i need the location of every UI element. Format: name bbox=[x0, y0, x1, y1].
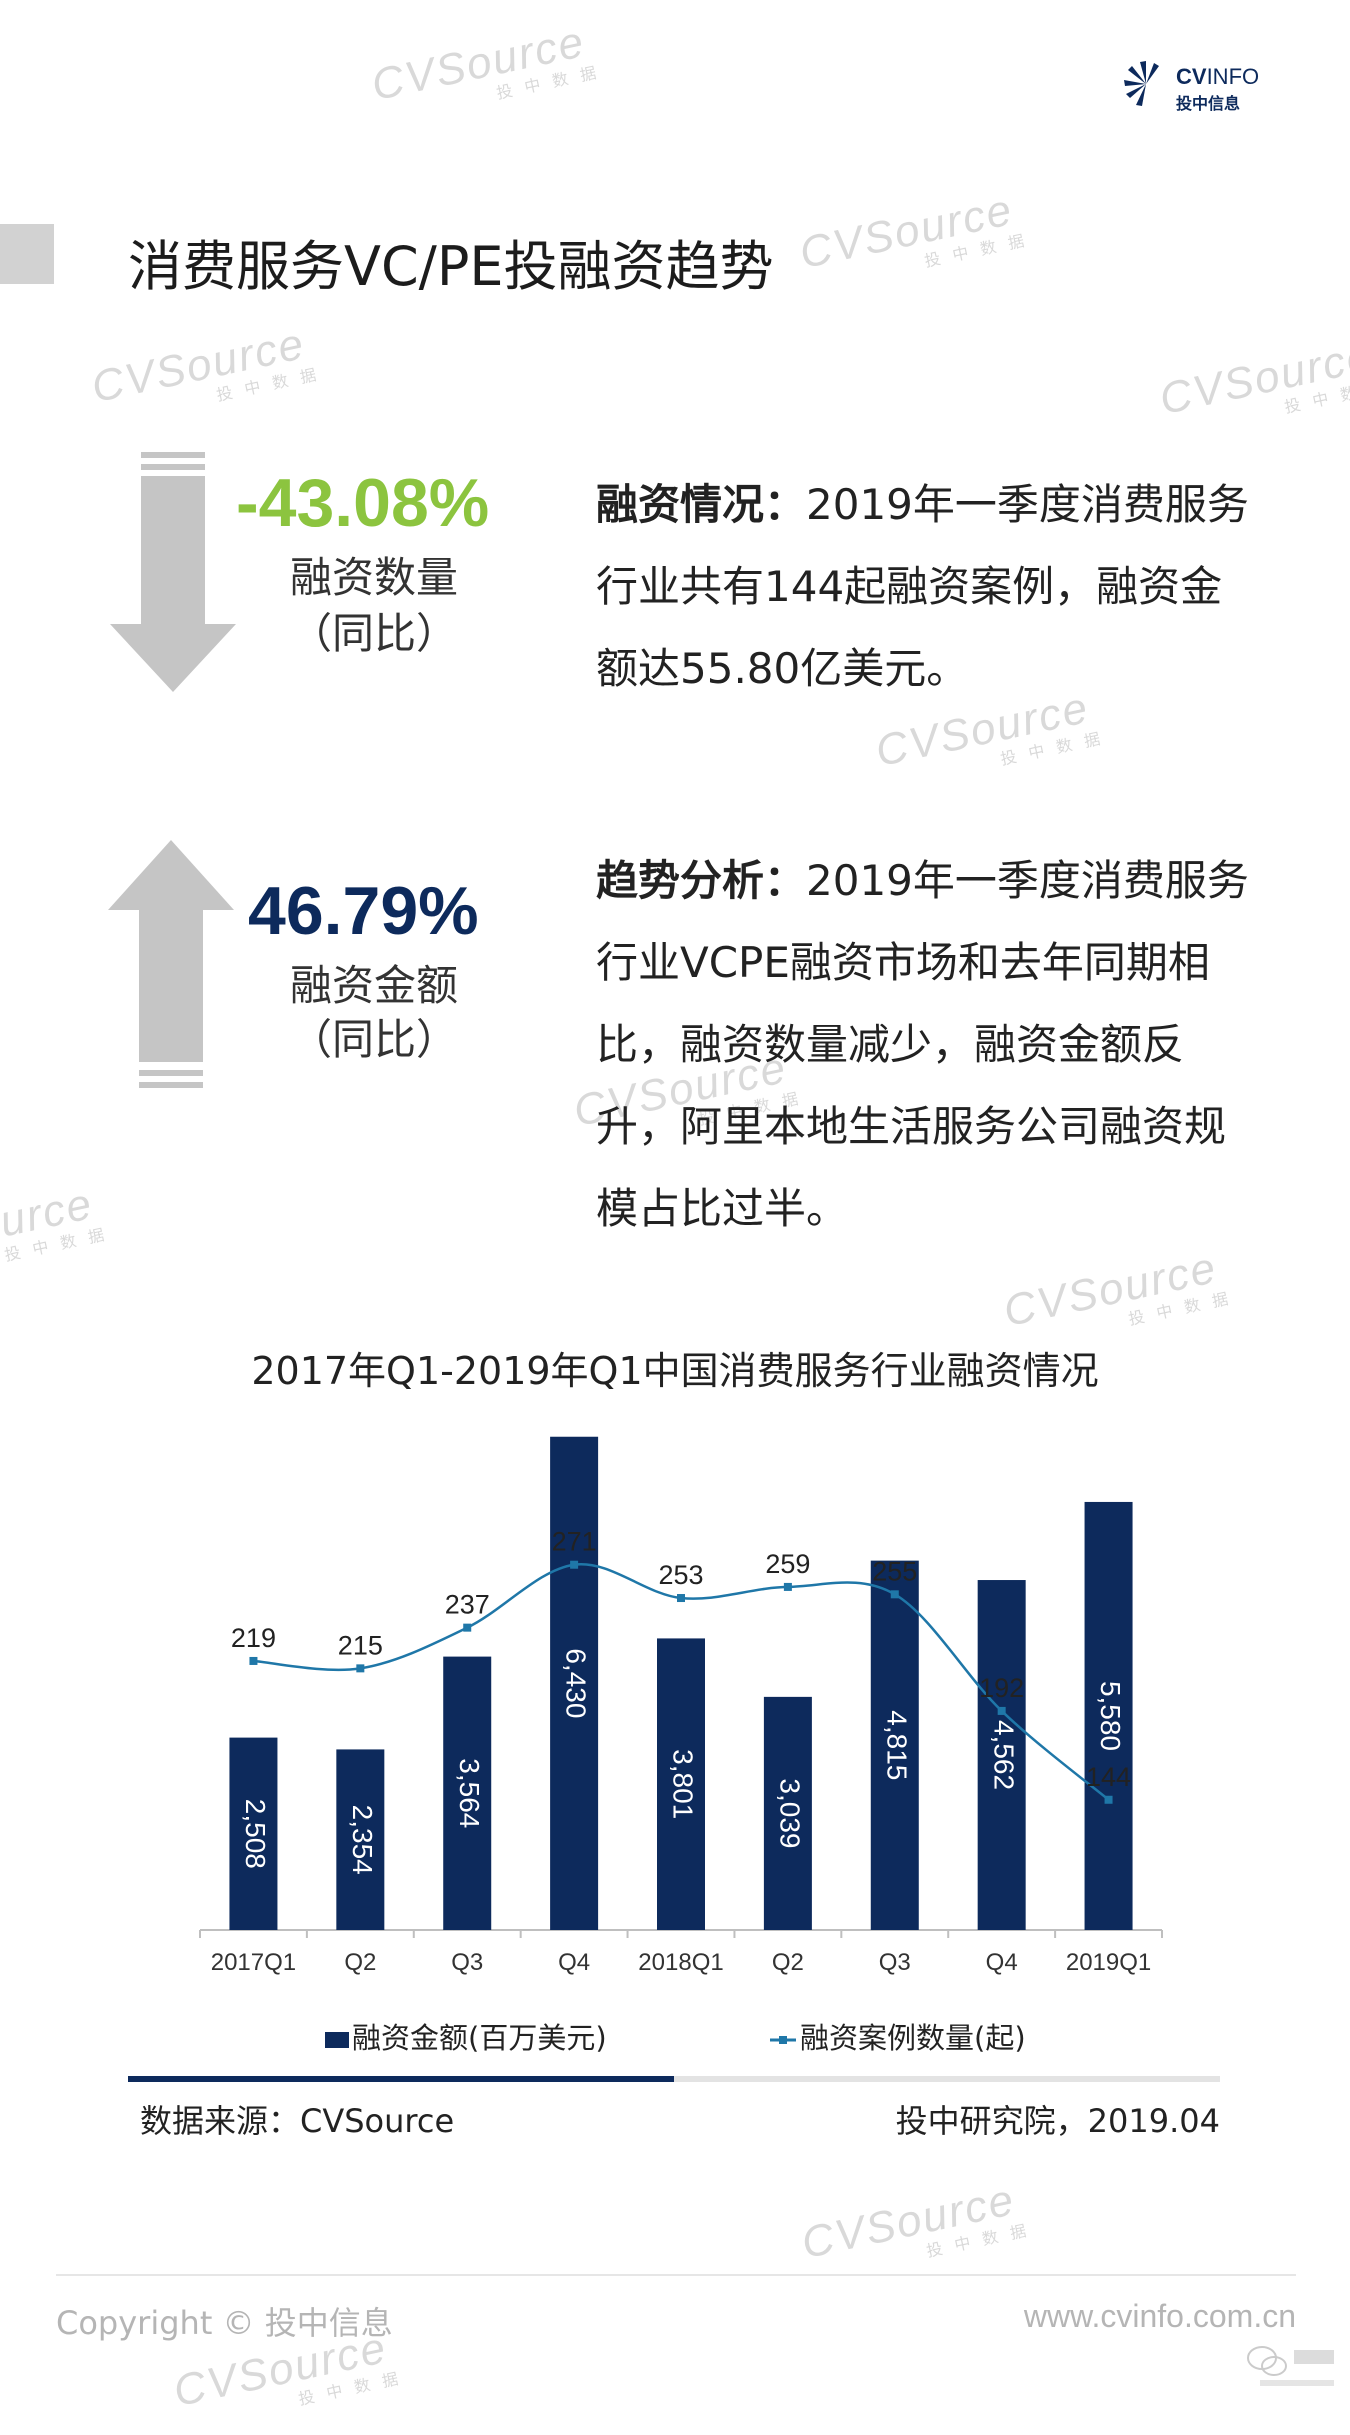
x-tick-label: Q2 bbox=[344, 1949, 376, 1976]
bar-value-label: 6,430 bbox=[561, 1648, 592, 1718]
stat-amount-label: 融资金额 bbox=[289, 961, 458, 1010]
line-value-label: 253 bbox=[658, 1560, 703, 1590]
stat-count-label: 融资数量 bbox=[289, 553, 458, 602]
bar-value-label: 3,564 bbox=[454, 1758, 485, 1828]
stat-count-percent: -43.08% bbox=[236, 465, 490, 541]
title-accent-bar bbox=[0, 224, 54, 284]
x-tick-label: Q4 bbox=[986, 1949, 1018, 1976]
data-source: 数据来源：CVSource bbox=[140, 2102, 455, 2140]
line-value-label: 144 bbox=[1086, 1762, 1131, 1792]
website-link[interactable]: www.cvinfo.com.cn bbox=[1023, 2298, 1296, 2334]
line-point bbox=[463, 1623, 472, 1632]
x-tick-label: Q2 bbox=[772, 1949, 804, 1976]
divider-dark bbox=[128, 2076, 674, 2082]
x-tick-label: 2017Q1 bbox=[211, 1949, 296, 1976]
stat-amount-percent: 46.79% bbox=[248, 873, 479, 949]
bar bbox=[977, 1580, 1026, 1930]
line-point bbox=[677, 1594, 685, 1603]
stat-amount-label-sub: （同比） bbox=[289, 1015, 458, 1064]
line-value-label: 237 bbox=[445, 1590, 490, 1620]
paragraph-text: 2019年一季度消费服务行业VCPE融资市场和去年同期相比，融资数量减少，融资金… bbox=[596, 856, 1249, 1233]
page-title: 消费服务VC/PE投融资趋势 bbox=[128, 235, 774, 298]
line-value-label: 271 bbox=[552, 1527, 597, 1557]
bar-value-label: 3,801 bbox=[668, 1749, 699, 1819]
legend-line-label: 融资案例数量(起) bbox=[800, 2021, 1026, 2055]
logo-text: CVINFO bbox=[1176, 64, 1260, 89]
paragraph-heading: 融资情况： bbox=[596, 480, 807, 529]
bar bbox=[763, 1696, 812, 1930]
line-value-label: 255 bbox=[872, 1556, 917, 1586]
down-arrow-icon bbox=[110, 452, 236, 692]
legend-bar-swatch bbox=[325, 2032, 349, 2048]
bar bbox=[229, 1737, 278, 1930]
paragraph-text: 2019年一季度消费服务行业共有144起融资案例，融资金额达55.80亿美元。 bbox=[596, 480, 1249, 693]
bar-value-label: 2,508 bbox=[240, 1799, 271, 1869]
x-tick-label: Q4 bbox=[558, 1949, 590, 1976]
line-point bbox=[570, 1560, 579, 1569]
bar-value-label: 4,562 bbox=[988, 1720, 1019, 1790]
bar bbox=[336, 1749, 385, 1930]
wechat-badge-icon bbox=[1247, 2346, 1334, 2386]
cvinfo-logo: CVINFO 投中信息 bbox=[1122, 60, 1262, 113]
bar bbox=[657, 1638, 705, 1930]
line-point bbox=[783, 1582, 792, 1591]
bar-value-label: 5,580 bbox=[1095, 1681, 1126, 1751]
x-tick-label: Q3 bbox=[879, 1949, 911, 1976]
financing-chart: 2,508 2017Q1 2,354 Q2 3,564 Q3 6,430 Q4 3,801 201… bbox=[199, 1436, 1163, 2055]
financing-situation-paragraph: 融资情况：2019年一季度消费服务行业共有144起融资案例，融资金额达55.80… bbox=[596, 464, 1256, 710]
line-point bbox=[1104, 1795, 1113, 1804]
footer-divider bbox=[56, 2274, 1296, 2276]
legend-line-marker bbox=[779, 2036, 787, 2044]
bar bbox=[870, 1560, 919, 1930]
line-point bbox=[890, 1590, 899, 1599]
line-point bbox=[997, 1706, 1006, 1715]
line-value-label: 219 bbox=[231, 1623, 276, 1653]
line-point bbox=[249, 1656, 258, 1665]
x-tick-label: Q3 bbox=[451, 1949, 483, 1976]
bar-value-label: 3,039 bbox=[774, 1778, 805, 1848]
chart-title: 2017年Q1-2019年Q1中国消费服务行业融资情况 bbox=[251, 1349, 1099, 1393]
divider-light bbox=[674, 2076, 1220, 2082]
copyright-text: Copyright © 投中信息 bbox=[56, 2304, 393, 2342]
x-tick-label: 2019Q1 bbox=[1066, 1949, 1151, 1976]
logo-burst-icon bbox=[1124, 61, 1159, 106]
logo-text-cn: 投中信息 bbox=[1176, 94, 1241, 113]
report-credit: 投中研究院，2019.04 bbox=[895, 2102, 1220, 2140]
bar bbox=[550, 1436, 599, 1930]
line-value-label: 259 bbox=[765, 1549, 810, 1579]
x-tick-label: 2018Q1 bbox=[638, 1949, 723, 1976]
bar bbox=[443, 1656, 492, 1930]
stat-count-label-sub: （同比） bbox=[289, 609, 458, 658]
up-arrow-icon bbox=[108, 840, 234, 1088]
legend-bar-label: 融资金额(百万美元) bbox=[352, 2021, 607, 2055]
trend-analysis-paragraph: 趋势分析：2019年一季度消费服务行业VCPE融资市场和去年同期相比，融资数量减… bbox=[596, 840, 1256, 1250]
paragraph-heading: 趋势分析： bbox=[596, 856, 807, 905]
bar-value-label: 4,815 bbox=[881, 1710, 912, 1780]
line-value-label: 192 bbox=[979, 1673, 1024, 1703]
bar-value-label: 2,354 bbox=[347, 1805, 378, 1875]
line-value-label: 215 bbox=[338, 1630, 383, 1660]
bar bbox=[1084, 1501, 1133, 1930]
line-point bbox=[356, 1664, 365, 1673]
